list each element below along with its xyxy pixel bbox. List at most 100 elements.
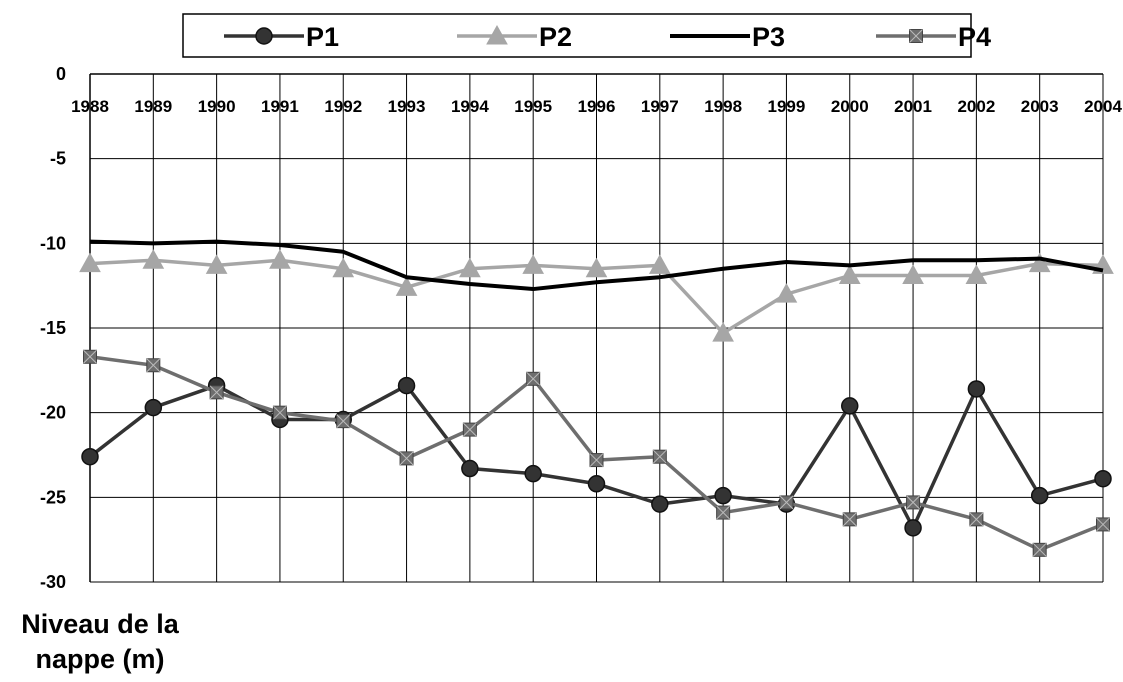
data-point-p1 <box>1030 486 1049 505</box>
marker-cross <box>399 451 414 466</box>
x-tick-label: 2003 <box>1021 97 1059 116</box>
y-tick-label: -5 <box>50 149 66 169</box>
x-tick-label: 2002 <box>957 97 995 116</box>
grid <box>89 73 1104 583</box>
data-point-p2 <box>205 254 228 274</box>
x-tick-label: 2004 <box>1084 97 1122 116</box>
data-point-p2 <box>775 283 798 303</box>
legend: P1 P2 P3 P4 <box>182 13 991 58</box>
y-axis-label-line: nappe (m) <box>35 644 164 674</box>
data-point-p4 <box>146 358 161 373</box>
data-point-p1 <box>841 397 859 415</box>
marker-cross <box>909 29 923 43</box>
legend-label-p3: P3 <box>752 22 785 52</box>
marker-cross <box>969 512 984 527</box>
data-point-p4 <box>589 453 604 468</box>
data-point-p4 <box>336 414 351 429</box>
marker-cross <box>83 349 97 364</box>
data-point-p1 <box>1094 469 1112 488</box>
data-point-p2 <box>965 264 988 285</box>
data-point-p4 <box>779 495 794 510</box>
data-point-p4 <box>1096 517 1110 532</box>
data-point-p4 <box>526 371 541 386</box>
data-point-p1 <box>651 495 669 513</box>
data-point-p4 <box>462 422 477 437</box>
data-point-p2 <box>79 252 101 273</box>
data-point-p1 <box>904 519 922 537</box>
data-point-p2 <box>269 249 291 269</box>
legend-item-p2: P2 <box>457 22 572 52</box>
data-point-p4 <box>399 451 414 466</box>
y-tick-label: 0 <box>56 64 66 84</box>
data-point-p4 <box>652 449 667 464</box>
y-tick-label: -10 <box>40 233 66 253</box>
x-tick-label: 1997 <box>641 97 679 116</box>
x-tick-label: 1996 <box>578 97 616 116</box>
y-tick-label: -15 <box>40 318 66 338</box>
data-point-p2 <box>902 264 924 285</box>
x-tick-label: 1998 <box>704 97 742 116</box>
legend-item-p4: P4 <box>876 22 991 52</box>
marker-cross <box>1096 517 1110 532</box>
legend-item-p3: P3 <box>670 22 785 52</box>
data-point-p4 <box>969 512 984 527</box>
data-point-p1 <box>967 380 986 398</box>
data-point-p4 <box>209 385 224 400</box>
legend-item-p1: P1 <box>224 22 339 52</box>
x-tick-label: 1999 <box>768 97 806 116</box>
data-point-p2 <box>648 254 671 274</box>
x-tick-label: 1990 <box>198 97 236 116</box>
marker-cross <box>779 495 794 510</box>
x-tick-label: 1989 <box>134 97 172 116</box>
data-point-p2 <box>395 276 418 296</box>
series-p3 <box>89 239 1104 292</box>
data-point-p2 <box>142 249 165 269</box>
y-tick-label: -25 <box>40 487 66 507</box>
x-tick-label: 1994 <box>451 97 489 116</box>
marker-cross <box>526 371 541 386</box>
legend-box <box>182 13 972 58</box>
legend-label-p2: P2 <box>539 22 572 52</box>
marker-cross <box>209 385 224 400</box>
marker-cross <box>273 405 287 420</box>
x-tick-label: 2001 <box>894 97 932 116</box>
data-point-p4 <box>906 495 921 510</box>
data-point-p4 <box>842 512 857 527</box>
marker-cross <box>1032 542 1047 557</box>
y-tick-label: -30 <box>40 572 66 592</box>
x-tick-label: 1995 <box>514 97 552 116</box>
data-point-p4 <box>716 505 731 520</box>
y-axis-label-line: Niveau de la <box>21 609 180 639</box>
marker-cross <box>652 449 667 464</box>
series-p2 <box>79 249 1114 342</box>
data-point-p2 <box>585 257 608 278</box>
marker-cross <box>146 358 161 373</box>
series-line-p3 <box>89 239 1104 292</box>
data-point-p4 <box>272 405 287 420</box>
legend-marker-p2 <box>486 24 508 45</box>
data-point-p2 <box>838 264 861 285</box>
data-point-p4 <box>83 349 97 364</box>
data-point-p4 <box>1032 542 1047 557</box>
series <box>79 239 1114 557</box>
marker-cross <box>906 495 920 510</box>
y-axis-label: Niveau de la nappe (m) <box>21 609 180 674</box>
data-point-p1 <box>397 376 416 395</box>
legend-marker-p1 <box>255 27 273 45</box>
data-point-p2 <box>522 254 545 274</box>
x-tick-label: 2000 <box>831 97 869 116</box>
x-tick-label: 1993 <box>388 97 426 116</box>
data-point-p1 <box>144 398 163 417</box>
y-tick-label: -20 <box>40 403 66 423</box>
data-point-p2 <box>712 322 734 342</box>
marker-cross <box>842 512 857 527</box>
legend-label-p4: P4 <box>958 22 991 52</box>
data-point-p2 <box>1028 252 1051 273</box>
data-point-p1 <box>524 464 542 483</box>
marker-cross <box>589 453 604 467</box>
marker-cross <box>716 505 730 520</box>
data-point-p2 <box>459 257 481 278</box>
